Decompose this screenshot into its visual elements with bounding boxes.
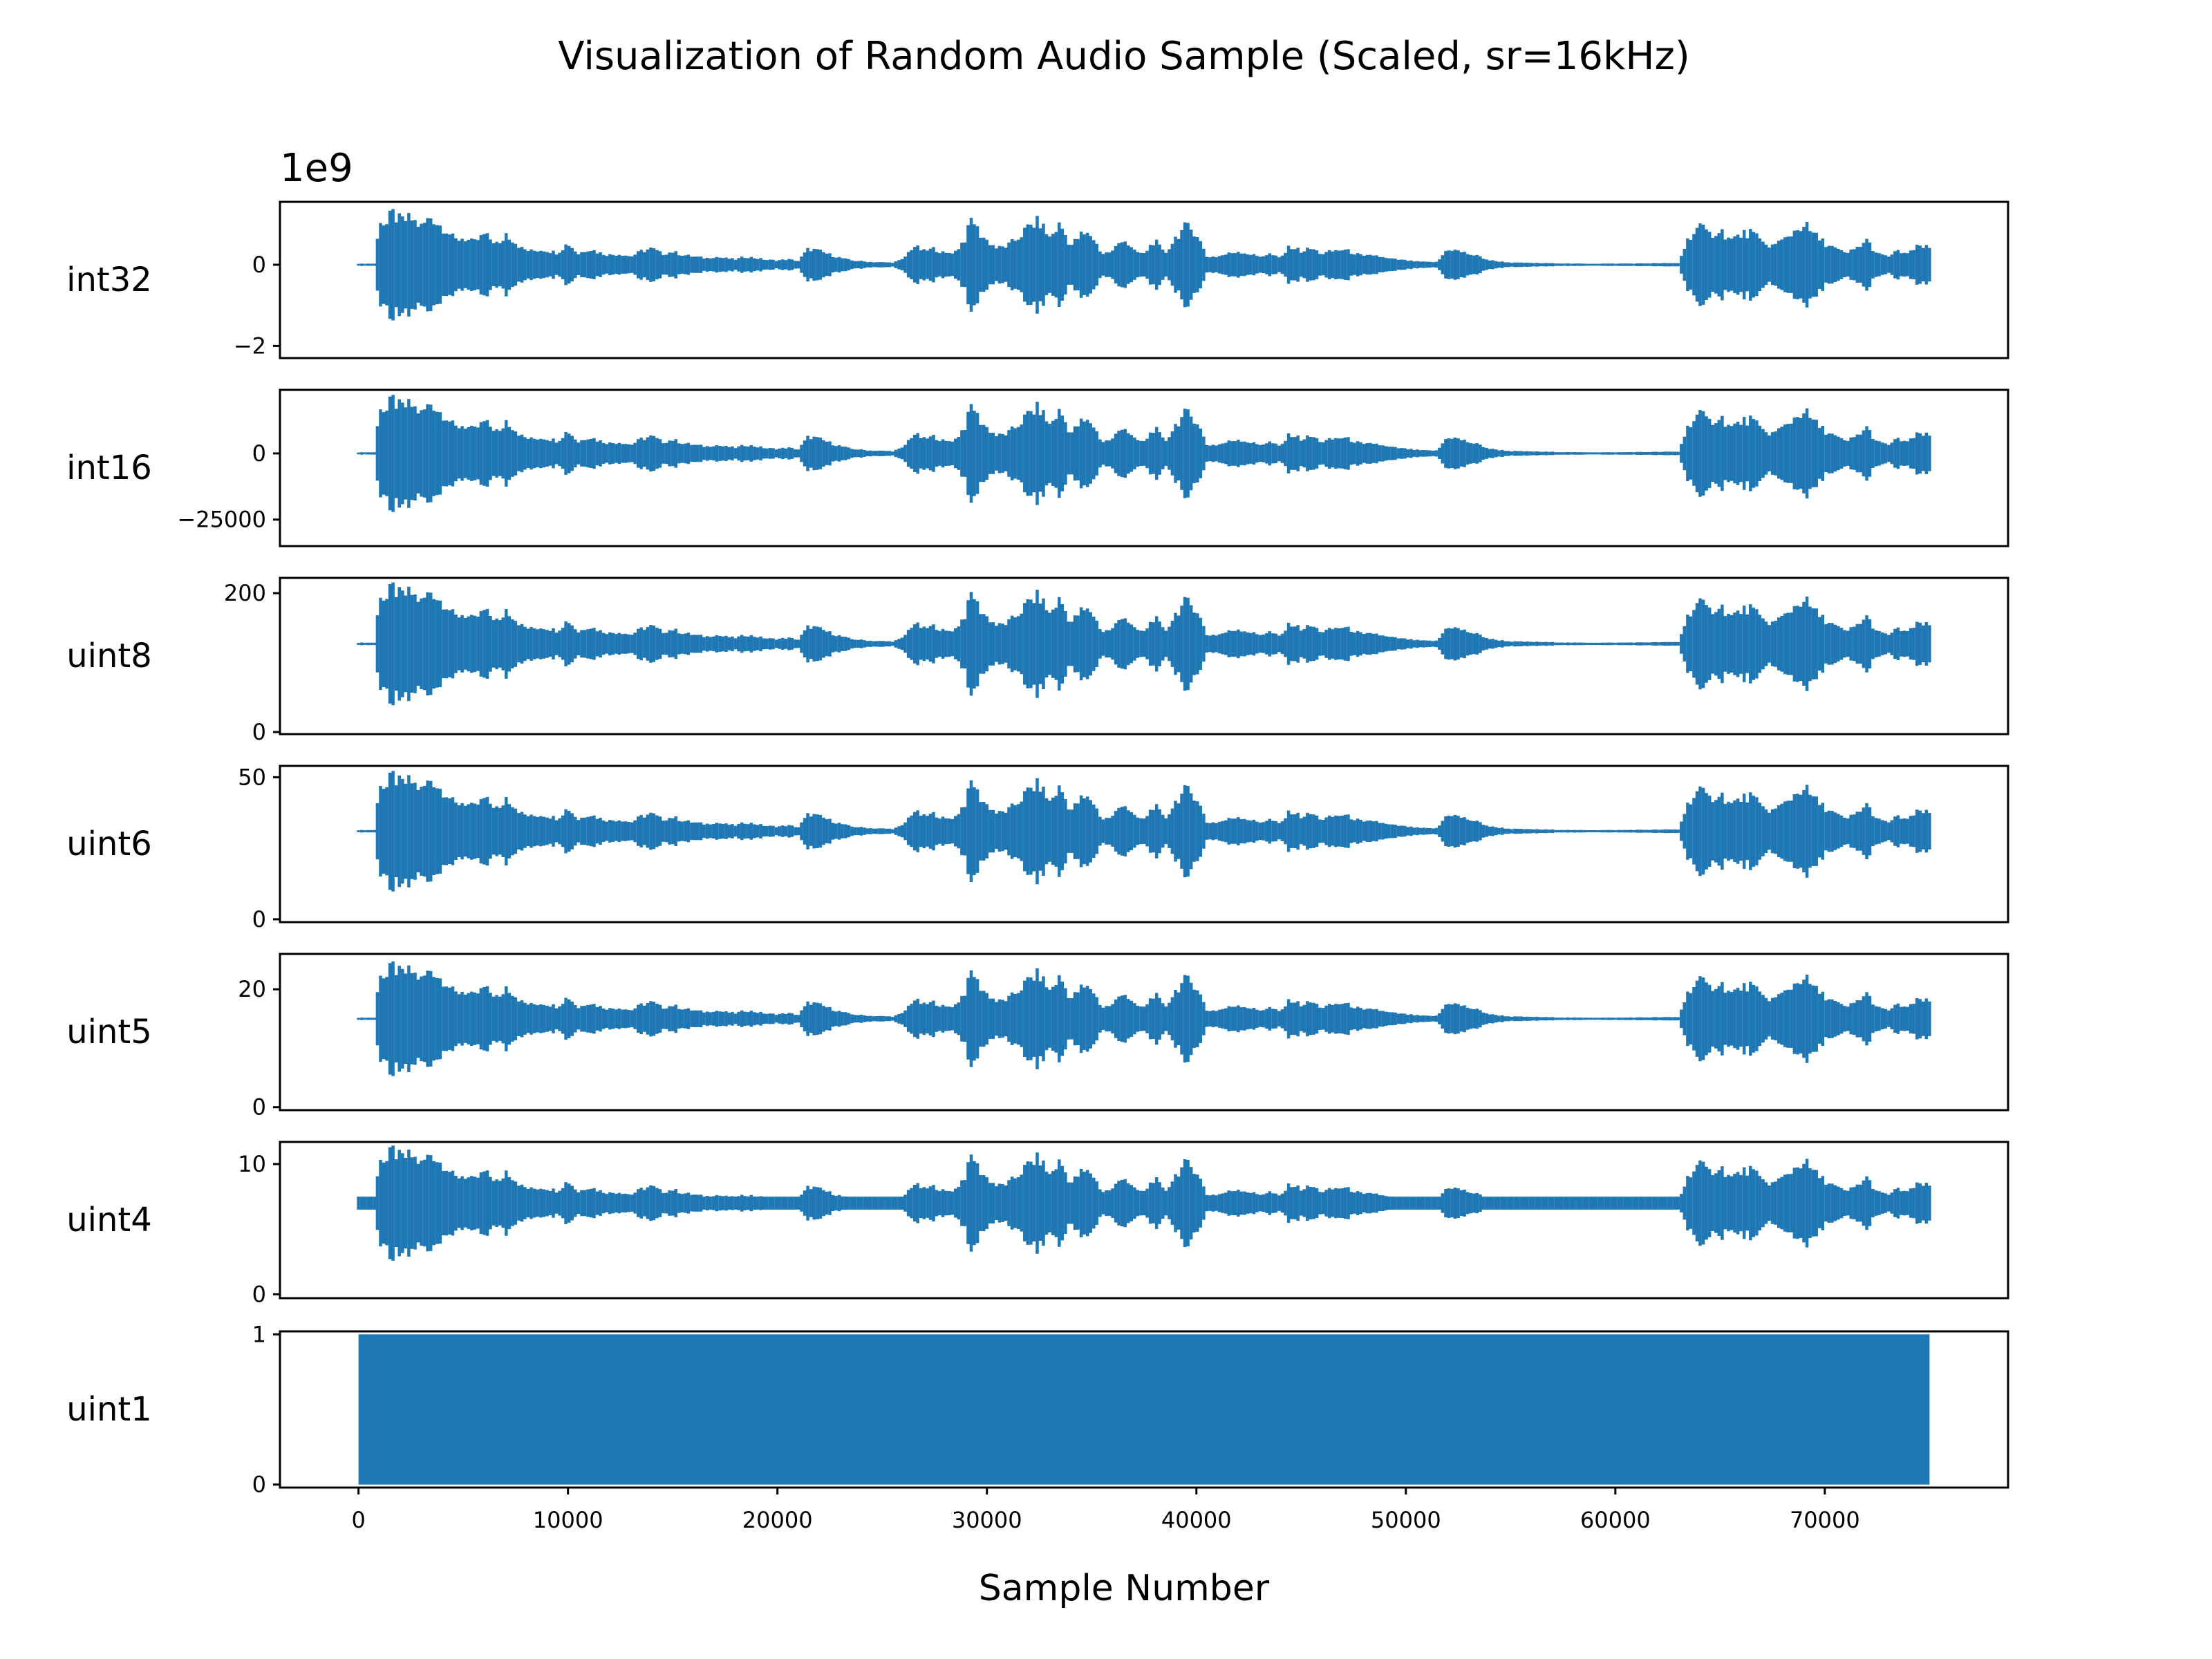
ytick-label-uint4-0: 0 bbox=[252, 1281, 266, 1307]
ytick-label-uint8-0: 0 bbox=[252, 719, 266, 745]
subplots: 0−2int321e90−25000int160200uint8050uint6… bbox=[66, 146, 2009, 1498]
offset-text: 1e9 bbox=[280, 146, 353, 191]
series-uint5 bbox=[357, 961, 1931, 1076]
series-uint8 bbox=[357, 582, 1931, 706]
axes-frame-uint6 bbox=[279, 765, 2009, 924]
ytick-label-uint5-1: 20 bbox=[238, 976, 266, 1002]
ytick-label-int32-1: −2 bbox=[234, 332, 266, 359]
chart-title: Visualization of Random Audio Sample (Sc… bbox=[558, 34, 1690, 79]
ytick-label-int16-1: −25000 bbox=[177, 507, 266, 533]
ylabel-uint8: uint8 bbox=[66, 637, 152, 675]
axes-frame-uint8 bbox=[279, 577, 2009, 735]
subplot-uint4: 0 10 uint4 bbox=[66, 1141, 2009, 1307]
xtick-label-5: 50000 bbox=[1371, 1507, 1441, 1533]
ylabel-uint1: uint1 bbox=[66, 1390, 152, 1429]
subplot-int16: 0 −25000 int16 bbox=[66, 388, 2009, 547]
xtick-label-2: 20000 bbox=[742, 1507, 813, 1533]
ytick-label-uint4-1: 10 bbox=[238, 1151, 266, 1177]
xtick-label-3: 30000 bbox=[952, 1507, 1022, 1533]
axes-frame-int16 bbox=[279, 388, 2009, 547]
xtick-label-6: 60000 bbox=[1580, 1507, 1651, 1533]
series-uint6 bbox=[357, 771, 1931, 892]
xtick-label-1: 10000 bbox=[533, 1507, 603, 1533]
ytick-label-uint6-0: 0 bbox=[252, 906, 266, 932]
xtick-label-0: 0 bbox=[351, 1507, 365, 1533]
ytick-label-uint5-0: 0 bbox=[252, 1094, 266, 1121]
subplot-uint5: 0 20 uint5 bbox=[66, 953, 2009, 1121]
xtick-label-4: 40000 bbox=[1161, 1507, 1232, 1533]
ylabel-uint4: uint4 bbox=[66, 1201, 152, 1239]
ytick-label-uint8-1: 200 bbox=[224, 580, 266, 606]
subplot-uint1: 0 1 uint1 bbox=[66, 1321, 2009, 1498]
ytick-label-uint6-1: 50 bbox=[238, 764, 266, 790]
ytick-label-uint1-0: 0 bbox=[252, 1472, 266, 1498]
ylabel-int16: int16 bbox=[66, 449, 152, 487]
subplot-uint8: 0 200 uint8 bbox=[66, 577, 2009, 745]
axes-frame-int32 bbox=[279, 200, 2009, 359]
ytick-label-int32-0: 0 bbox=[252, 252, 266, 278]
series-uint4 bbox=[357, 1145, 1931, 1261]
x-axis: 0 10000 20000 30000 40000 50000 60000 70000 bbox=[351, 1488, 1860, 1533]
xtick-label-7: 70000 bbox=[1790, 1507, 1860, 1533]
axes-frame-uint1 bbox=[279, 1330, 2009, 1489]
ylabel-uint5: uint5 bbox=[66, 1013, 152, 1051]
ylabel-uint6: uint6 bbox=[66, 825, 152, 863]
subplot-int32: 0 −2 int32 1e9 bbox=[66, 146, 2009, 359]
axes-frame-uint4 bbox=[279, 1141, 2009, 1300]
series-int16 bbox=[357, 395, 1931, 512]
axes-frame-uint5 bbox=[279, 953, 2009, 1112]
ylabel-int32: int32 bbox=[66, 261, 152, 299]
x-axis-label: Sample Number bbox=[979, 1568, 1270, 1609]
ytick-label-int16-0: 0 bbox=[252, 440, 266, 467]
subplot-uint6: 0 50 uint6 bbox=[66, 764, 2009, 932]
ytick-label-uint1-1: 1 bbox=[252, 1321, 266, 1347]
series-uint1 bbox=[358, 1334, 1930, 1485]
series-int32 bbox=[357, 209, 1931, 321]
